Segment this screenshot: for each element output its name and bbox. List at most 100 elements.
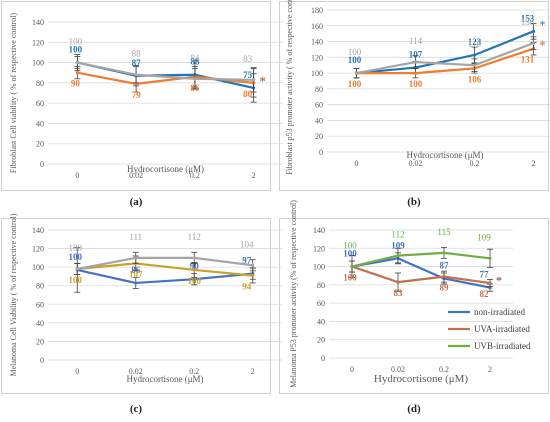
y-tick-label: 140 <box>311 38 323 47</box>
data-point <box>75 60 79 65</box>
y-tick-label: 0 <box>40 356 44 365</box>
y-tick-label: 0 <box>40 160 44 169</box>
data-label: 114 <box>409 36 423 46</box>
data-point <box>488 256 492 260</box>
x-tick-label: 2 <box>252 171 256 180</box>
series-line <box>77 268 253 285</box>
y-tick-label: 40 <box>36 319 44 328</box>
y-tick-label: 60 <box>36 300 44 309</box>
y-tick-label: 0 <box>321 354 325 363</box>
legend-label: UVB-irradiated <box>474 341 531 351</box>
data-label: 106 <box>468 74 482 84</box>
x-tick-label: 2 <box>532 159 536 168</box>
significance-star: * <box>260 73 266 87</box>
data-label: 100 <box>348 55 362 65</box>
data-point <box>134 256 138 260</box>
data-label: 115 <box>437 227 451 237</box>
data-label: 100 <box>343 273 357 283</box>
data-label: 88 <box>132 49 142 59</box>
caption-a: (a) <box>129 196 143 208</box>
y-tick-label: 40 <box>36 119 44 128</box>
y-tick-label: 180 <box>311 6 323 15</box>
data-label: 100 <box>409 79 423 89</box>
data-point <box>472 63 477 67</box>
legend-label: UVA-irradiated <box>474 324 530 334</box>
y-tick-label: 120 <box>313 244 325 253</box>
series-line <box>77 262 253 277</box>
y-tick-label: 20 <box>36 140 44 149</box>
series-line <box>356 30 534 75</box>
data-label: 80 <box>243 89 253 99</box>
data-label: 100 <box>69 243 83 253</box>
series-line <box>77 61 254 90</box>
data-point <box>192 277 196 281</box>
data-label: 90 <box>71 79 81 89</box>
y-tick-label: 80 <box>315 85 323 94</box>
significance-star: * <box>496 274 502 288</box>
data-label: 100 <box>343 241 357 251</box>
data-point <box>193 77 197 81</box>
data-point <box>251 263 255 267</box>
series-line <box>351 251 491 268</box>
x-axis-label: Hydrocortisone (μM) <box>406 150 483 160</box>
y-tick-label: 20 <box>315 132 323 141</box>
y-tick-label: 80 <box>317 281 325 290</box>
y-tick-label: 20 <box>317 336 325 345</box>
data-label: 82 <box>480 289 490 299</box>
y-tick-label: 60 <box>315 101 323 110</box>
y-tick-label: 120 <box>311 53 323 62</box>
data-label: 83 <box>243 54 253 64</box>
y-tick-label: 120 <box>32 38 44 47</box>
data-label: 100 <box>69 252 83 262</box>
data-point <box>531 29 536 33</box>
data-point <box>75 71 79 75</box>
data-label: 107 <box>409 50 423 60</box>
data-label: 131 <box>521 55 535 65</box>
y-tick-label: 0 <box>319 148 323 157</box>
y-axis-label: Fibroblast Cell viability ( % of respect… <box>9 13 18 174</box>
data-label: 94 <box>242 282 252 292</box>
y-tick-label: 140 <box>32 18 44 27</box>
data-label: 97 <box>242 256 252 266</box>
data-point <box>134 281 138 285</box>
data-label: 100 <box>69 275 83 285</box>
y-tick-label: 40 <box>315 116 323 125</box>
series-line <box>77 256 253 271</box>
data-point <box>134 73 138 77</box>
x-tick-label: 0.02 <box>129 171 143 180</box>
panel-a-frame <box>1 1 271 191</box>
data-label: 100 <box>69 45 83 55</box>
data-point <box>413 71 418 75</box>
data-label: 109 <box>391 240 405 250</box>
data-label: 123 <box>468 37 482 47</box>
data-point <box>396 254 400 258</box>
data-point <box>442 251 446 255</box>
x-tick-label: 0.2 <box>439 365 449 374</box>
x-axis-label: Hydrocortisone (μM) <box>374 373 469 385</box>
data-label: 107 <box>129 269 143 279</box>
panel-c-frame <box>1 218 271 394</box>
data-label: 75 <box>243 70 253 80</box>
panel-d-frame <box>279 218 549 394</box>
y-tick-label: 140 <box>313 226 325 235</box>
data-label: 100 <box>348 47 362 57</box>
data-label: 138 <box>521 17 535 27</box>
data-point <box>354 71 359 75</box>
significance-star: * <box>260 74 266 88</box>
series-line <box>356 42 534 75</box>
series-line <box>351 257 491 289</box>
significance-star: * <box>496 273 502 287</box>
data-label: 100 <box>69 37 83 47</box>
significance-star: * <box>540 39 546 53</box>
x-tick-label: 2 <box>488 365 492 374</box>
x-tick-label: 0.2 <box>190 171 200 180</box>
data-point <box>488 281 492 285</box>
data-label: 111 <box>129 232 142 242</box>
data-label: 100 <box>188 276 202 286</box>
data-label: 112 <box>391 230 404 240</box>
y-tick-label: 100 <box>32 263 44 272</box>
data-label: 77 <box>480 270 490 280</box>
x-axis-label: Hydrocortisone (μM) <box>126 374 203 384</box>
data-point <box>472 53 477 57</box>
